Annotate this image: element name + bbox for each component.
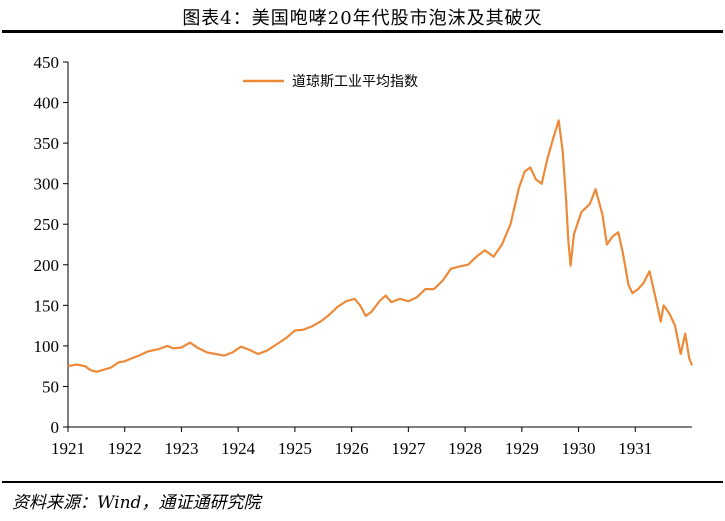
y-tick-label: 400 <box>34 94 60 113</box>
legend: 道琼斯工业平均指数 <box>243 74 418 90</box>
y-tick-label: 300 <box>34 175 60 194</box>
series-line <box>67 119 694 373</box>
y-tick-label: 100 <box>34 337 60 356</box>
x-tick-label: 1923 <box>164 439 198 458</box>
x-axis-ticks: 1921 1922 1923 1924 1925 1926 1927 1928 1929 1930… <box>51 427 652 458</box>
x-tick-label: 1921 <box>51 439 85 458</box>
legend-label: 道琼斯工业平均指数 <box>292 74 418 90</box>
x-tick-label: 1930 <box>562 439 596 458</box>
y-tick-label: 200 <box>34 256 60 275</box>
figure-source: 资料来源：Wind，通证通研究院 <box>12 493 261 513</box>
x-tick-label: 1924 <box>221 439 256 458</box>
x-tick-label: 1922 <box>108 439 142 458</box>
figure-title: 图表4：美国咆哮20年代股市泡沫及其破灭 <box>182 8 543 29</box>
x-tick-label: 1931 <box>618 439 652 458</box>
y-tick-label: 350 <box>34 134 60 153</box>
bottom-rule <box>2 481 723 483</box>
y-tick-label: 150 <box>34 296 60 315</box>
top-rule <box>2 30 723 33</box>
x-tick-label: 1926 <box>335 439 369 458</box>
y-tick-label: 0 <box>51 418 60 437</box>
y-tick-label: 50 <box>42 377 59 396</box>
y-tick-label: 250 <box>34 215 60 234</box>
x-tick-label: 1929 <box>505 439 539 458</box>
x-tick-label: 1928 <box>448 439 482 458</box>
x-tick-label: 1927 <box>391 439 426 458</box>
x-tick-label: 1925 <box>278 439 312 458</box>
y-axis-ticks: 0 50 100 150 200 250 300 350 400 450 <box>34 53 68 437</box>
line-chart: 0 50 100 150 200 250 300 350 400 450 1921 1922 1923… <box>34 53 694 458</box>
y-tick-label: 450 <box>34 53 60 72</box>
